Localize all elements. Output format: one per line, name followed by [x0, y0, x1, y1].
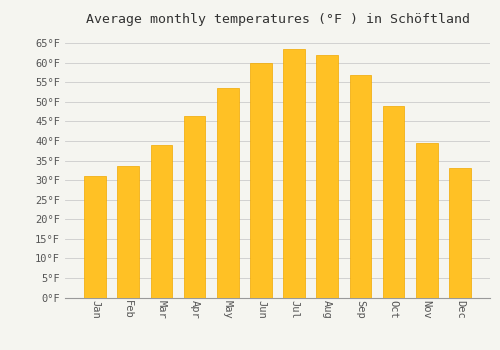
- Bar: [150, 145, 172, 298]
- Bar: [383, 106, 404, 298]
- Bar: [316, 55, 338, 298]
- Bar: [284, 49, 305, 298]
- Bar: [184, 116, 206, 298]
- Bar: [449, 168, 470, 298]
- Bar: [416, 143, 438, 298]
- Bar: [84, 176, 106, 298]
- Bar: [217, 88, 238, 298]
- Title: Average monthly temperatures (°F ) in Schöftland: Average monthly temperatures (°F ) in Sc…: [86, 13, 469, 26]
- Bar: [350, 75, 371, 298]
- Bar: [250, 63, 272, 298]
- Bar: [118, 167, 139, 298]
